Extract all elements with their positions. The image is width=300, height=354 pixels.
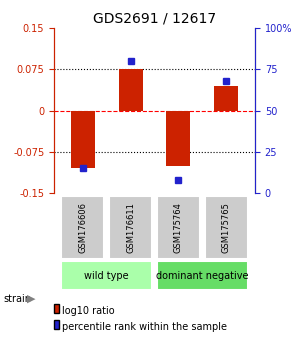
Text: ▶: ▶ xyxy=(27,294,35,304)
FancyBboxPatch shape xyxy=(61,196,104,259)
Bar xyxy=(167,111,191,166)
Bar xyxy=(214,86,238,111)
Text: GSM176611: GSM176611 xyxy=(126,202,135,253)
FancyBboxPatch shape xyxy=(61,261,152,290)
Bar xyxy=(118,69,142,111)
Text: GSM175764: GSM175764 xyxy=(174,202,183,253)
Text: GSM175765: GSM175765 xyxy=(222,202,231,253)
Text: dominant negative: dominant negative xyxy=(156,271,249,281)
FancyBboxPatch shape xyxy=(109,196,152,259)
Text: wild type: wild type xyxy=(84,271,129,281)
Bar xyxy=(71,111,95,168)
Text: log10 ratio: log10 ratio xyxy=(62,306,115,316)
FancyBboxPatch shape xyxy=(205,196,248,259)
Title: GDS2691 / 12617: GDS2691 / 12617 xyxy=(93,12,216,26)
FancyBboxPatch shape xyxy=(157,261,248,290)
Text: percentile rank within the sample: percentile rank within the sample xyxy=(62,322,227,332)
Text: strain: strain xyxy=(3,294,31,304)
FancyBboxPatch shape xyxy=(157,196,200,259)
Text: GSM176606: GSM176606 xyxy=(78,202,87,253)
